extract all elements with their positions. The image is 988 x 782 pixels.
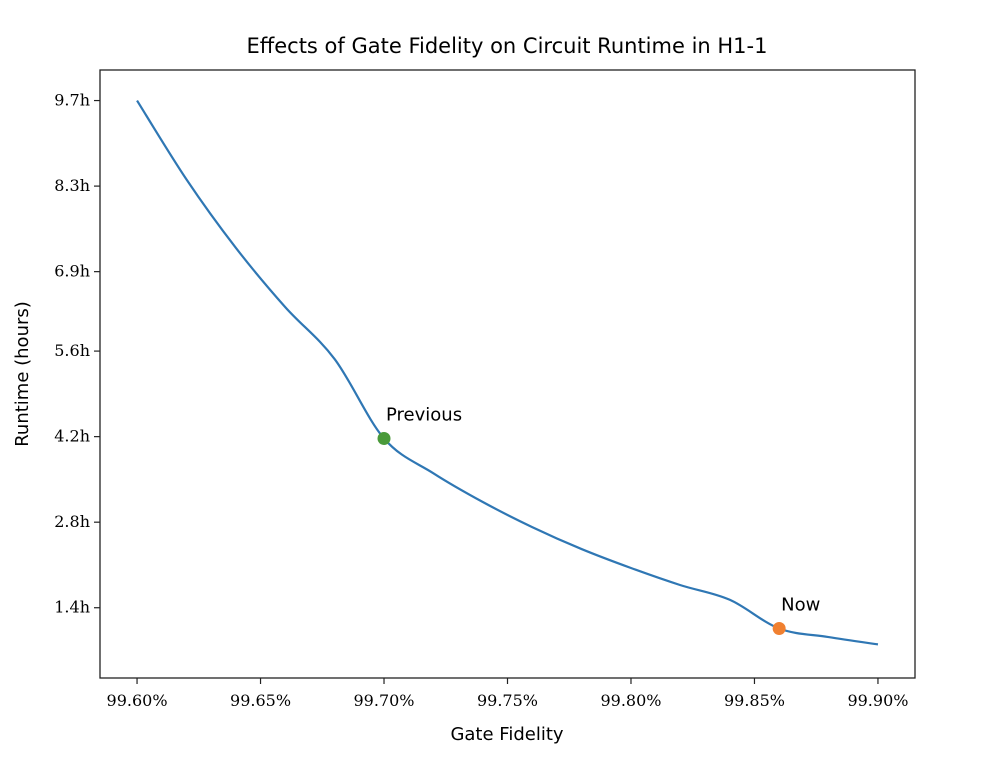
x-tick-label: 99.75% (477, 691, 538, 710)
plot-area-frame (99, 69, 916, 679)
annotation-now: Now (781, 595, 820, 616)
y-tick-label: 6.9h (54, 262, 90, 281)
x-tick-label: 99.60% (107, 691, 168, 710)
chart-title: Effects of Gate Fidelity on Circuit Runt… (247, 34, 768, 58)
x-tick-label: 99.70% (354, 691, 415, 710)
y-tick-label: 8.3h (54, 176, 90, 195)
y-tick-label: 4.2h (54, 427, 90, 446)
annotation-layer: Previous Now (377, 404, 820, 636)
y-axis-label: Runtime (hours) (12, 301, 33, 447)
y-axis: 1.4h 2.8h 4.2h 5.6h 6.9h 8.3h 9.7h (54, 91, 100, 617)
y-tick-label: 5.6h (54, 341, 90, 360)
x-tick-label: 99.90% (847, 691, 908, 710)
annotation-previous: Previous (386, 404, 462, 425)
marker-previous (377, 431, 391, 445)
y-tick-label: 2.8h (54, 512, 90, 531)
x-axis-label: Gate Fidelity (450, 724, 563, 745)
x-tick-label: 99.80% (600, 691, 661, 710)
y-tick-label: 9.7h (54, 91, 90, 110)
series-layer (136, 99, 879, 646)
x-tick-label: 99.65% (230, 691, 291, 710)
runtime-curve (136, 99, 879, 646)
x-axis: 99.60% 99.65% 99.70% 99.75% 99.80% 99.85% 99.9… (107, 678, 908, 710)
y-tick-label: 1.4h (54, 598, 90, 617)
x-tick-label: 99.85% (724, 691, 785, 710)
marker-now (772, 622, 786, 636)
